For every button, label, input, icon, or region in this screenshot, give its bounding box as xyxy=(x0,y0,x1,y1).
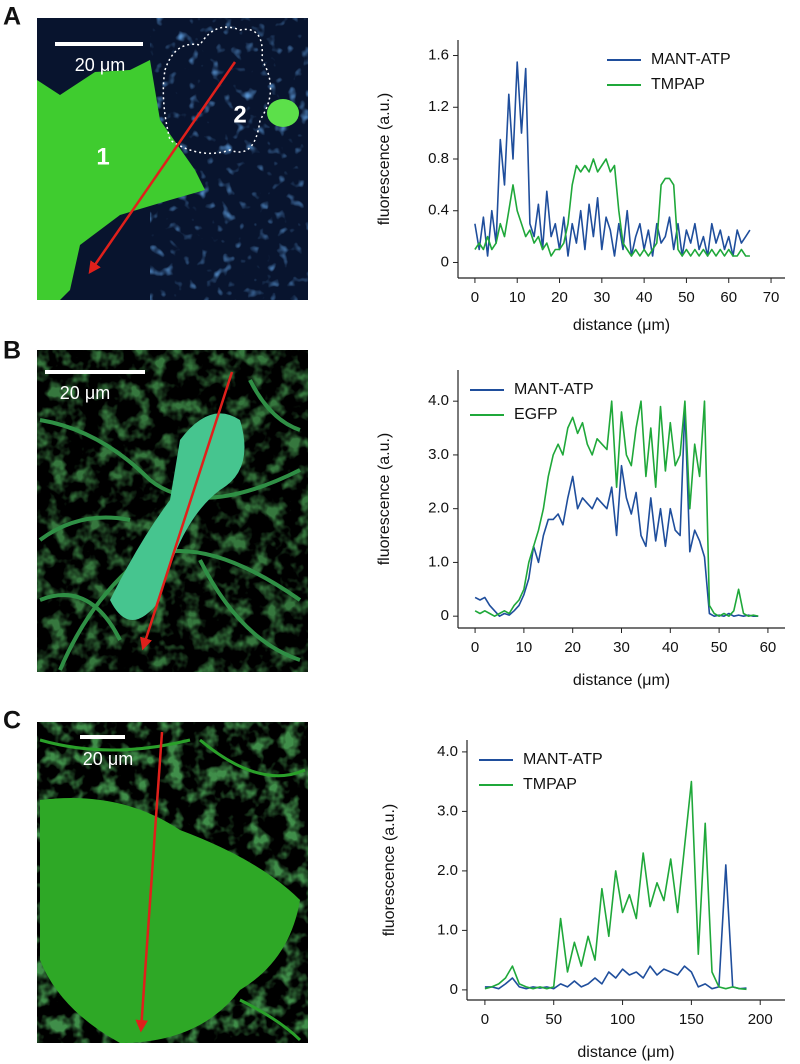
y-tick-label: 1.0 xyxy=(428,553,449,570)
x-tick-label: 50 xyxy=(678,289,695,306)
x-tick-label: 200 xyxy=(748,1011,773,1028)
x-axis-label: distance (μm) xyxy=(573,672,670,689)
x-tick-label: 0 xyxy=(471,289,479,306)
x-tick-label: 10 xyxy=(509,289,526,306)
y-axis-label: fluorescence (a.u.) xyxy=(381,804,398,937)
micrograph-c xyxy=(37,722,308,1043)
x-axis-label: distance (μm) xyxy=(577,1044,674,1061)
chart: 0 50 100 150 200 0 1.0 2.0 3.0 4.0 distance (μm) fl… xyxy=(381,740,785,1061)
x-tick-label: 60 xyxy=(760,639,777,656)
x-tick-label: 10 xyxy=(516,639,533,656)
panel-label: B xyxy=(3,337,21,365)
data-line xyxy=(474,61,751,257)
x-tick-label: 40 xyxy=(636,289,653,306)
data-line xyxy=(474,158,750,257)
y-tick-label: 2.0 xyxy=(428,500,449,517)
data-line xyxy=(484,780,747,991)
y-tick-label: 1.0 xyxy=(437,921,458,938)
legend-label: TMPAP xyxy=(523,776,577,793)
y-tick-label: 0 xyxy=(450,981,458,998)
x-tick-label: 150 xyxy=(679,1011,704,1028)
x-tick-label: 40 xyxy=(662,639,679,656)
scale-bar-label: 20 μm xyxy=(60,383,110,403)
legend-label: TMPAP xyxy=(651,76,705,93)
data-line xyxy=(474,400,759,618)
y-tick-label: 3.0 xyxy=(428,446,449,463)
x-tick-label: 20 xyxy=(564,639,581,656)
y-tick-label: 4.0 xyxy=(437,743,458,760)
y-axis-label: fluorescence (a.u.) xyxy=(376,93,393,226)
chart: 0 10 20 30 40 50 60 0 1.0 2.0 3.0 4.0 distance (μm) f… xyxy=(376,370,785,689)
x-tick-label: 70 xyxy=(763,289,780,306)
x-tick-label: 30 xyxy=(593,289,610,306)
y-tick-label: 0.8 xyxy=(428,150,449,167)
x-tick-label: 50 xyxy=(711,639,728,656)
y-tick-label: 1.6 xyxy=(428,46,449,63)
legend-label: EGFP xyxy=(514,406,558,423)
scale-bar-label: 20 μm xyxy=(75,55,125,75)
y-tick-label: 0.4 xyxy=(428,202,449,219)
x-tick-label: 0 xyxy=(471,639,479,656)
legend-label: MANT-ATP xyxy=(651,51,731,68)
cell-label: 1 xyxy=(96,143,109,170)
y-tick-label: 4.0 xyxy=(428,392,449,409)
y-tick-label: 0 xyxy=(441,607,449,624)
x-tick-label: 50 xyxy=(545,1011,562,1028)
x-tick-label: 100 xyxy=(610,1011,635,1028)
x-tick-label: 60 xyxy=(720,289,737,306)
y-tick-label: 3.0 xyxy=(437,802,458,819)
y-tick-label: 0 xyxy=(441,253,449,270)
chart: 0 10 20 30 40 50 60 70 0 0.4 0.8 1.2 1.6 distance (μm… xyxy=(376,40,785,334)
x-axis-label: distance (μm) xyxy=(573,317,670,334)
panel-label: A xyxy=(3,3,21,31)
legend-label: MANT-ATP xyxy=(523,751,603,768)
y-tick-label: 2.0 xyxy=(437,862,458,879)
y-tick-label: 1.2 xyxy=(428,98,449,115)
data-line xyxy=(474,405,759,618)
x-tick-label: 30 xyxy=(613,639,630,656)
panel-label: C xyxy=(3,707,21,735)
y-axis-label: fluorescence (a.u.) xyxy=(376,433,393,566)
micrograph-b xyxy=(37,350,308,672)
x-tick-label: 20 xyxy=(551,289,568,306)
micrograph-a xyxy=(37,18,308,300)
scale-bar-label: 20 μm xyxy=(83,749,133,769)
cell-label: 2 xyxy=(233,101,246,128)
x-tick-label: 0 xyxy=(481,1011,489,1028)
legend-label: MANT-ATP xyxy=(514,381,594,398)
